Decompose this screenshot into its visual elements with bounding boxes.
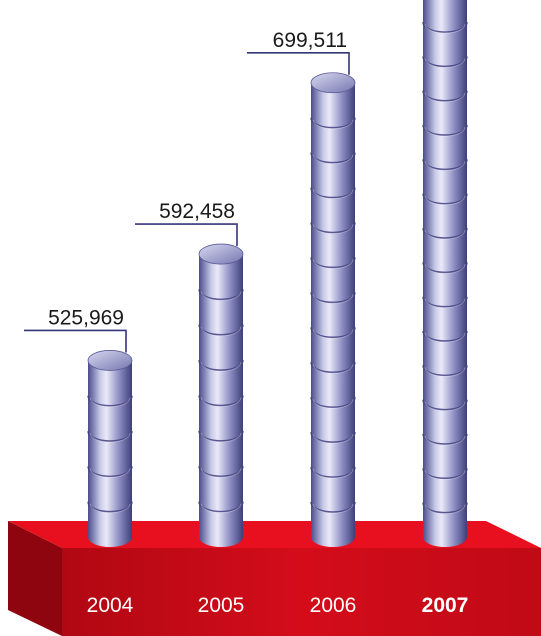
platform-side [8,521,62,636]
bar-2006 [310,72,356,547]
bar-2005 [198,243,244,547]
leader-line-2005 [135,223,238,247]
bars [87,0,468,547]
x-tick-label-2006: 2006 [310,594,357,617]
leader-line-2006 [247,51,350,75]
leader-line-2004 [24,329,127,353]
x-axis-labels: 2004 2005 2006 2007 [87,594,469,617]
bar-2007 [422,0,468,547]
bar-2004 [87,350,133,547]
x-tick-label-2005: 2005 [198,594,245,617]
platform-top [8,521,541,548]
value-label-2006: 699,511 [273,29,347,52]
value-label-2005: 592,458 [159,200,235,223]
platform-front [62,548,541,636]
value-label-2004: 525,969 [48,306,124,329]
x-tick-label-2007: 2007 [422,594,469,617]
x-tick-label-2004: 2004 [87,594,134,617]
